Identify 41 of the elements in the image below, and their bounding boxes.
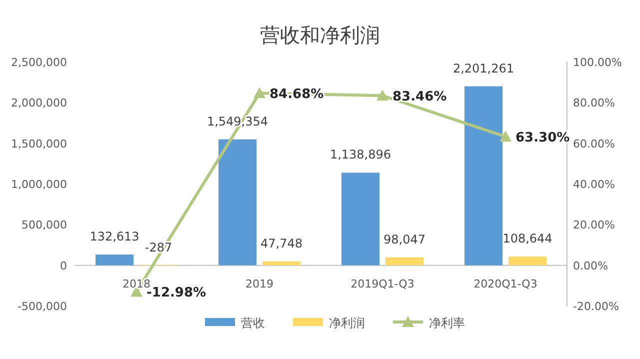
x-tick-label: 2019Q1-Q3 — [350, 277, 414, 290]
point — [376, 90, 388, 101]
y2-tick-label: 100.00% — [573, 56, 622, 69]
point — [254, 87, 266, 98]
y2-tick-label: 20.00% — [573, 218, 615, 232]
chart-title: 营收和净利润 — [260, 23, 380, 47]
bar — [262, 261, 300, 266]
bar — [508, 256, 546, 266]
y-tick-label: 1,000,000 — [11, 178, 67, 191]
y-tick-label: 500,000 — [22, 218, 67, 232]
data-label: -12.98% — [146, 286, 206, 301]
data-label: 2,201,261 — [452, 61, 514, 76]
y2-tick-label: 80.00% — [573, 96, 615, 110]
y-tick-label: -500,000 — [18, 300, 67, 313]
y-tick-label: 2,500,000 — [11, 56, 67, 69]
bar — [96, 254, 134, 266]
bar — [386, 257, 424, 266]
bar — [464, 86, 502, 266]
data-label: 98,047 — [384, 232, 426, 246]
legend-label: 净利润 — [329, 316, 365, 330]
y-tick-label: 1,500,000 — [11, 137, 67, 150]
data-label: 47,748 — [260, 236, 302, 250]
legend-label: 营收 — [241, 316, 265, 330]
data-label: 83.46% — [392, 90, 447, 105]
point — [500, 130, 512, 142]
bar — [218, 139, 256, 266]
y2-tick-label: 40.00% — [573, 178, 615, 191]
data-label: 84.68% — [270, 87, 324, 102]
x-tick-label: 2019 — [246, 277, 274, 290]
x-tick-label: 2020Q1-Q3 — [474, 277, 538, 290]
data-label: 108,644 — [502, 231, 552, 246]
y-tick-label: 2,000,000 — [11, 96, 67, 110]
data-label: 63.30% — [516, 130, 570, 146]
bar — [342, 172, 380, 266]
y2-tick-label: -20.00% — [573, 300, 619, 313]
y2-tick-label: 0.00% — [573, 259, 608, 272]
y-tick-label: 0 — [60, 259, 67, 272]
legend-label: 净利率 — [429, 316, 465, 330]
y2-tick-label: 60.00% — [573, 137, 615, 150]
data-label: 1,138,896 — [330, 148, 392, 162]
data-label: 132,613 — [90, 230, 140, 244]
